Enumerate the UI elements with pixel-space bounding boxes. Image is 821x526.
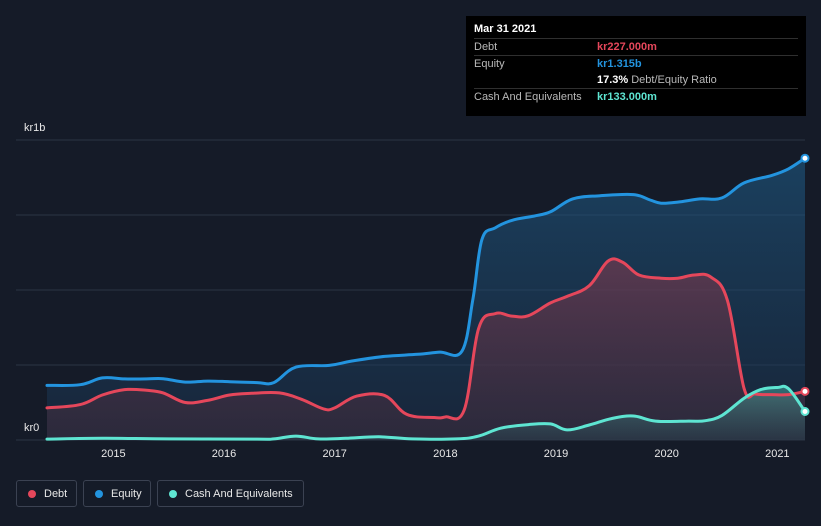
debt-line (45, 257, 807, 421)
equity-end-marker (800, 153, 810, 163)
tooltip-date: Mar 31 2021 (474, 23, 537, 35)
tooltip-row-equity: Equity kr1.315b (474, 55, 798, 72)
tooltip-cash-value: kr133.000m (597, 91, 657, 103)
x-tick-label-2018: 2018 (433, 448, 457, 460)
end-markers (800, 153, 810, 416)
x-tick-label-2021: 2021 (765, 448, 789, 460)
legend-item-debt[interactable]: Debt (16, 480, 77, 507)
y-tick-label-zero: kr0 (24, 422, 40, 434)
x-tick-label-2017: 2017 (322, 448, 346, 460)
cash-line (45, 384, 807, 441)
x-tick-label-2020: 2020 (654, 448, 678, 460)
legend-debt-label: Debt (44, 487, 68, 500)
tooltip-cash-label: Cash And Equivalents (474, 91, 582, 103)
chart-tooltip: Mar 31 2021 Debt kr227.000m Equity kr1.3… (466, 16, 806, 116)
legend-item-cash[interactable]: Cash And Equivalents (157, 480, 304, 507)
tooltip-debt-value: kr227.000m (597, 41, 657, 53)
tooltip-row-debt: Debt kr227.000m (474, 38, 798, 55)
x-tick-label-2015: 2015 (101, 448, 125, 460)
tooltip-ratio-value: 17.3% (597, 74, 629, 86)
legend-equity-label: Equity (111, 487, 142, 500)
x-tick-label-2019: 2019 (544, 448, 568, 460)
legend-equity-dot-icon (95, 489, 103, 498)
cash-end-marker (800, 407, 810, 416)
tooltip-equity-value: kr1.315b (597, 58, 642, 70)
legend-debt-dot-icon (28, 489, 36, 498)
legend-cash-label: Cash And Equivalents (185, 487, 293, 500)
tooltip-row-ratio: 17.3% Debt/Equity Ratio (474, 72, 798, 88)
tooltip-equity-label: Equity (474, 58, 505, 70)
legend-item-equity[interactable]: Equity (83, 480, 151, 507)
equity-line (45, 156, 807, 387)
debt-end-marker (800, 386, 810, 396)
tooltip-debt-label: Debt (474, 41, 498, 53)
legend-cash-dot-icon (169, 489, 177, 498)
series-lines (45, 156, 807, 441)
cash-area (47, 386, 805, 440)
x-tick-label-2016: 2016 (212, 448, 236, 460)
tooltip-row-cash: Cash And Equivalents kr133.000m (474, 88, 798, 105)
tooltip-ratio-text: Debt/Equity Ratio (631, 74, 717, 86)
x-axis-ticks: 2015 2016 2017 2018 2019 2020 2021 (101, 448, 789, 460)
y-tick-label-top: kr1b (24, 122, 46, 134)
